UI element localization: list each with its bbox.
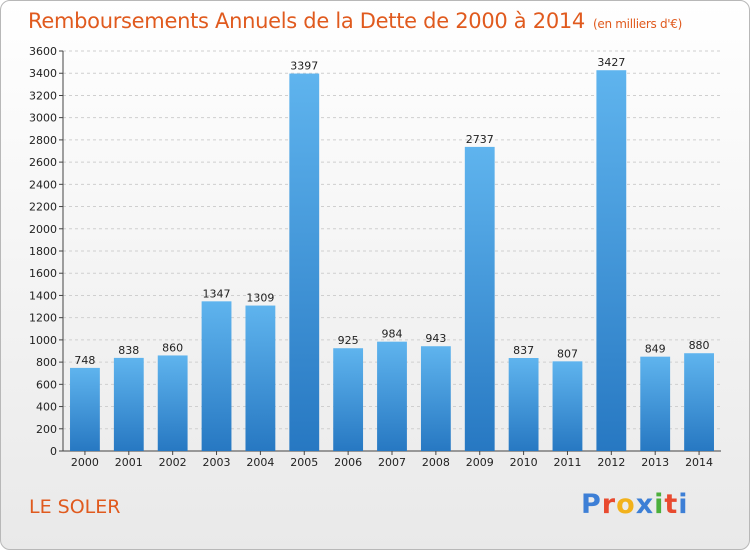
bar-2002 <box>157 355 188 451</box>
x-tick-label-2001: 2001 <box>115 456 143 469</box>
logo-letter: i <box>678 489 689 520</box>
x-tick-label-2010: 2010 <box>510 456 538 469</box>
x-tick-label-2003: 2003 <box>203 456 231 469</box>
data-label-2014: 880 <box>689 339 710 352</box>
logo-letter: o <box>616 489 636 520</box>
logo-letter: P <box>581 489 602 520</box>
logo-letter: t <box>664 489 679 520</box>
logo-letter: x <box>635 489 655 520</box>
data-label-2000: 748 <box>74 354 95 367</box>
y-tick-label: 1000 <box>29 334 57 347</box>
chart-title-text: Remboursements Annuels de la Dette de 20… <box>28 9 585 33</box>
data-label-2012: 3427 <box>597 56 625 69</box>
y-tick-label: 800 <box>36 356 57 369</box>
x-tick-label-2014: 2014 <box>685 456 713 469</box>
bar-2001 <box>113 357 144 451</box>
data-label-2005: 3397 <box>290 60 318 73</box>
chart-unit-note: (en milliers d'€) <box>593 17 683 31</box>
y-tick-label: 2000 <box>29 223 57 236</box>
bar-2013 <box>640 356 671 451</box>
y-tick-label: 1200 <box>29 312 57 325</box>
bar-2012 <box>596 70 627 451</box>
y-tick-label: 2400 <box>29 178 57 191</box>
y-tick-label: 200 <box>36 423 57 436</box>
y-tick-label: 2600 <box>29 156 57 169</box>
data-label-2013: 849 <box>645 343 666 356</box>
data-label-2007: 984 <box>382 328 403 341</box>
y-tick-label: 1600 <box>29 267 57 280</box>
bar-2004 <box>245 305 276 451</box>
bar-2014 <box>684 353 714 451</box>
logo-letter: r <box>601 489 617 520</box>
y-tick-label: 3400 <box>29 67 57 80</box>
data-label-2004: 1309 <box>246 292 274 305</box>
data-label-2003: 1347 <box>203 287 231 300</box>
bar-2008 <box>420 346 451 451</box>
y-tick-label: 2800 <box>29 134 57 147</box>
bar-2006 <box>333 348 364 451</box>
bar-2007 <box>377 341 407 451</box>
x-tick-label-2006: 2006 <box>334 456 362 469</box>
y-tick-label: 3000 <box>29 112 57 125</box>
data-label-2011: 807 <box>557 347 578 360</box>
y-tick-label: 2200 <box>29 201 57 214</box>
bar-2005 <box>289 73 320 452</box>
y-tick-label: 600 <box>36 378 57 391</box>
bar-2011 <box>552 361 583 451</box>
commune-name: LE SOLER <box>29 496 121 518</box>
data-label-2002: 860 <box>162 341 183 354</box>
y-tick-label: 0 <box>50 445 57 458</box>
x-tick-label-2008: 2008 <box>422 456 450 469</box>
x-tick-label-2013: 2013 <box>641 456 669 469</box>
logo-letter: i <box>654 489 665 520</box>
x-tick-label-2004: 2004 <box>246 456 274 469</box>
data-label-2001: 838 <box>118 344 139 357</box>
bar-2000 <box>70 367 100 451</box>
x-tick-label-2009: 2009 <box>466 456 494 469</box>
y-tick-label: 1800 <box>29 245 57 258</box>
x-tick-label-2005: 2005 <box>290 456 318 469</box>
x-tick-label-2000: 2000 <box>71 456 99 469</box>
bar-2003 <box>201 301 232 451</box>
x-tick-label-2011: 2011 <box>553 456 581 469</box>
data-label-2010: 837 <box>513 344 534 357</box>
data-label-2008: 943 <box>425 332 446 345</box>
bar-2009 <box>464 146 495 451</box>
y-tick-label: 1400 <box>29 289 57 302</box>
x-tick-label-2007: 2007 <box>378 456 406 469</box>
data-label-2006: 925 <box>338 334 359 347</box>
bar-2010 <box>508 358 539 451</box>
x-tick-label-2012: 2012 <box>597 456 625 469</box>
x-tick-label-2002: 2002 <box>159 456 187 469</box>
y-tick-label: 3600 <box>29 45 57 58</box>
data-label-2009: 2737 <box>466 133 494 146</box>
y-tick-label: 400 <box>36 401 57 414</box>
y-tick-label: 3200 <box>29 89 57 102</box>
chart-title: Remboursements Annuels de la Dette de 20… <box>28 9 682 33</box>
proxiti-logo: Proxiti <box>581 489 689 520</box>
